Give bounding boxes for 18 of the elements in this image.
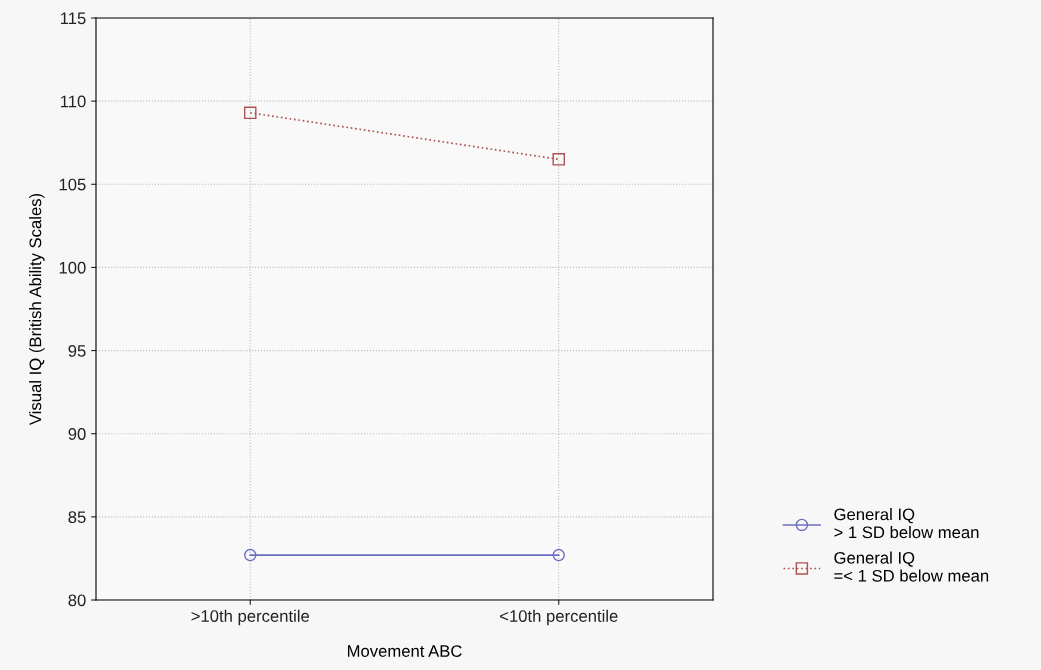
x-tick-label: <10th percentile [500, 609, 618, 626]
y-tick-label: 100 [59, 261, 86, 274]
y-tick-label: 80 [68, 594, 86, 607]
point [243, 106, 257, 120]
point [552, 548, 566, 562]
y-tick-label: 105 [59, 178, 86, 191]
x-axis-title: Movement ABC [347, 645, 462, 657]
point [552, 153, 566, 166]
legend-label: General IQ > 1 SD below mean [834, 508, 979, 539]
legend-label: General IQ =< 1 SD below mean [834, 551, 989, 582]
y-axis-title: Visual IQ (British Ability Scales) [29, 193, 45, 426]
y-tick-label: 95 [68, 344, 86, 357]
x-tick-label: >10th percentile [191, 609, 310, 626]
y-tick-label: 110 [60, 95, 86, 108]
point [243, 548, 257, 562]
y-tick-label: 90 [68, 428, 86, 440]
y-tick-label: 85 [68, 511, 86, 524]
y-tick-label: 115 [60, 12, 86, 25]
